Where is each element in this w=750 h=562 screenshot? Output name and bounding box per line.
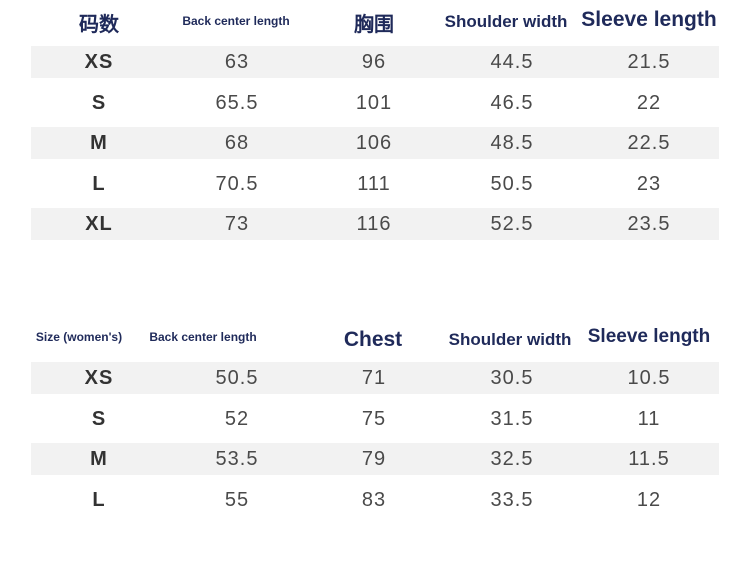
cell-size: S — [91, 91, 107, 114]
table-row: L 70.5 111 50.5 23 — [31, 168, 719, 200]
cell-back-center-length: 70.5 — [215, 172, 259, 195]
header-back-center-length: Back center length — [149, 330, 257, 344]
cell-chest: 71 — [361, 367, 387, 389]
cell-shoulder-width: 46.5 — [490, 91, 534, 114]
table-header: 码数 Back center length 胸围 Shoulder width … — [31, 0, 719, 46]
cell-back-center-length: 63 — [224, 51, 250, 73]
cell-size: XL — [85, 213, 113, 235]
cell-chest: 106 — [355, 132, 393, 154]
cell-sleeve-length: 11.5 — [628, 448, 670, 470]
size-table-men: 码数 Back center length 胸围 Shoulder width … — [31, 0, 719, 249]
cell-sleeve-length: 12 — [636, 488, 662, 511]
cell-chest: 101 — [355, 91, 393, 114]
cell-chest: 79 — [361, 448, 387, 470]
cell-shoulder-width: 33.5 — [490, 488, 534, 511]
cell-size: M — [90, 448, 108, 470]
header-chest: Chest — [343, 328, 403, 351]
cell-back-center-length: 50.5 — [215, 367, 259, 389]
header-back-center-length: Back center length — [182, 14, 290, 28]
cell-back-center-length: 53.5 — [215, 448, 259, 470]
cell-back-center-length: 73 — [224, 213, 250, 235]
table-row: S 52 75 31.5 11 — [31, 403, 719, 435]
size-table-women: Size (women's) Back center length Chest … — [31, 316, 719, 524]
cell-back-center-length: 65.5 — [215, 91, 259, 114]
table-row: XL 73 116 52.5 23.5 — [31, 208, 719, 240]
cell-size: XS — [84, 51, 114, 73]
cell-chest: 96 — [361, 51, 387, 73]
cell-chest: 111 — [357, 172, 391, 195]
cell-sleeve-length: 22.5 — [627, 132, 671, 154]
cell-size: M — [90, 132, 108, 154]
cell-size: L — [92, 488, 106, 511]
header-size: 码数 — [79, 14, 119, 36]
header-size: Size (women's) — [35, 330, 123, 344]
table-header: Size (women's) Back center length Chest … — [31, 316, 719, 362]
cell-sleeve-length: 22 — [636, 91, 662, 114]
header-shoulder-width: Shoulder width — [448, 330, 572, 349]
table-row: S 65.5 101 46.5 22 — [31, 87, 719, 119]
cell-shoulder-width: 50.5 — [490, 172, 534, 195]
header-sleeve-length: Sleeve length — [581, 8, 717, 31]
cell-back-center-length: 68 — [224, 132, 250, 154]
cell-shoulder-width: 32.5 — [490, 448, 534, 470]
cell-size: S — [91, 407, 107, 430]
table-row: M 68 106 48.5 22.5 — [31, 127, 719, 159]
cell-shoulder-width: 30.5 — [490, 367, 534, 389]
cell-back-center-length: 55 — [224, 488, 250, 511]
header-sleeve-length: Sleeve length — [587, 326, 711, 347]
cell-shoulder-width: 48.5 — [490, 132, 534, 154]
cell-back-center-length: 52 — [224, 407, 250, 430]
cell-sleeve-length: 23 — [636, 172, 662, 195]
cell-chest: 116 — [356, 213, 392, 235]
header-chest: 胸围 — [354, 14, 394, 36]
cell-shoulder-width: 31.5 — [490, 407, 534, 430]
cell-shoulder-width: 44.5 — [490, 51, 534, 73]
cell-size: L — [92, 172, 106, 195]
cell-size: XS — [84, 367, 114, 389]
cell-chest: 83 — [361, 488, 387, 511]
cell-sleeve-length: 11 — [637, 407, 661, 430]
table-row: M 53.5 79 32.5 11.5 — [31, 443, 719, 475]
header-shoulder-width: Shoulder width — [444, 12, 568, 31]
cell-sleeve-length: 23.5 — [627, 213, 671, 235]
table-row: XS 63 96 44.5 21.5 — [31, 46, 719, 78]
table-row: XS 50.5 71 30.5 10.5 — [31, 362, 719, 394]
cell-shoulder-width: 52.5 — [490, 213, 534, 235]
cell-chest: 75 — [361, 407, 387, 430]
table-row: L 55 83 33.5 12 — [31, 484, 719, 516]
cell-sleeve-length: 21.5 — [627, 51, 671, 73]
cell-sleeve-length: 10.5 — [627, 367, 671, 389]
